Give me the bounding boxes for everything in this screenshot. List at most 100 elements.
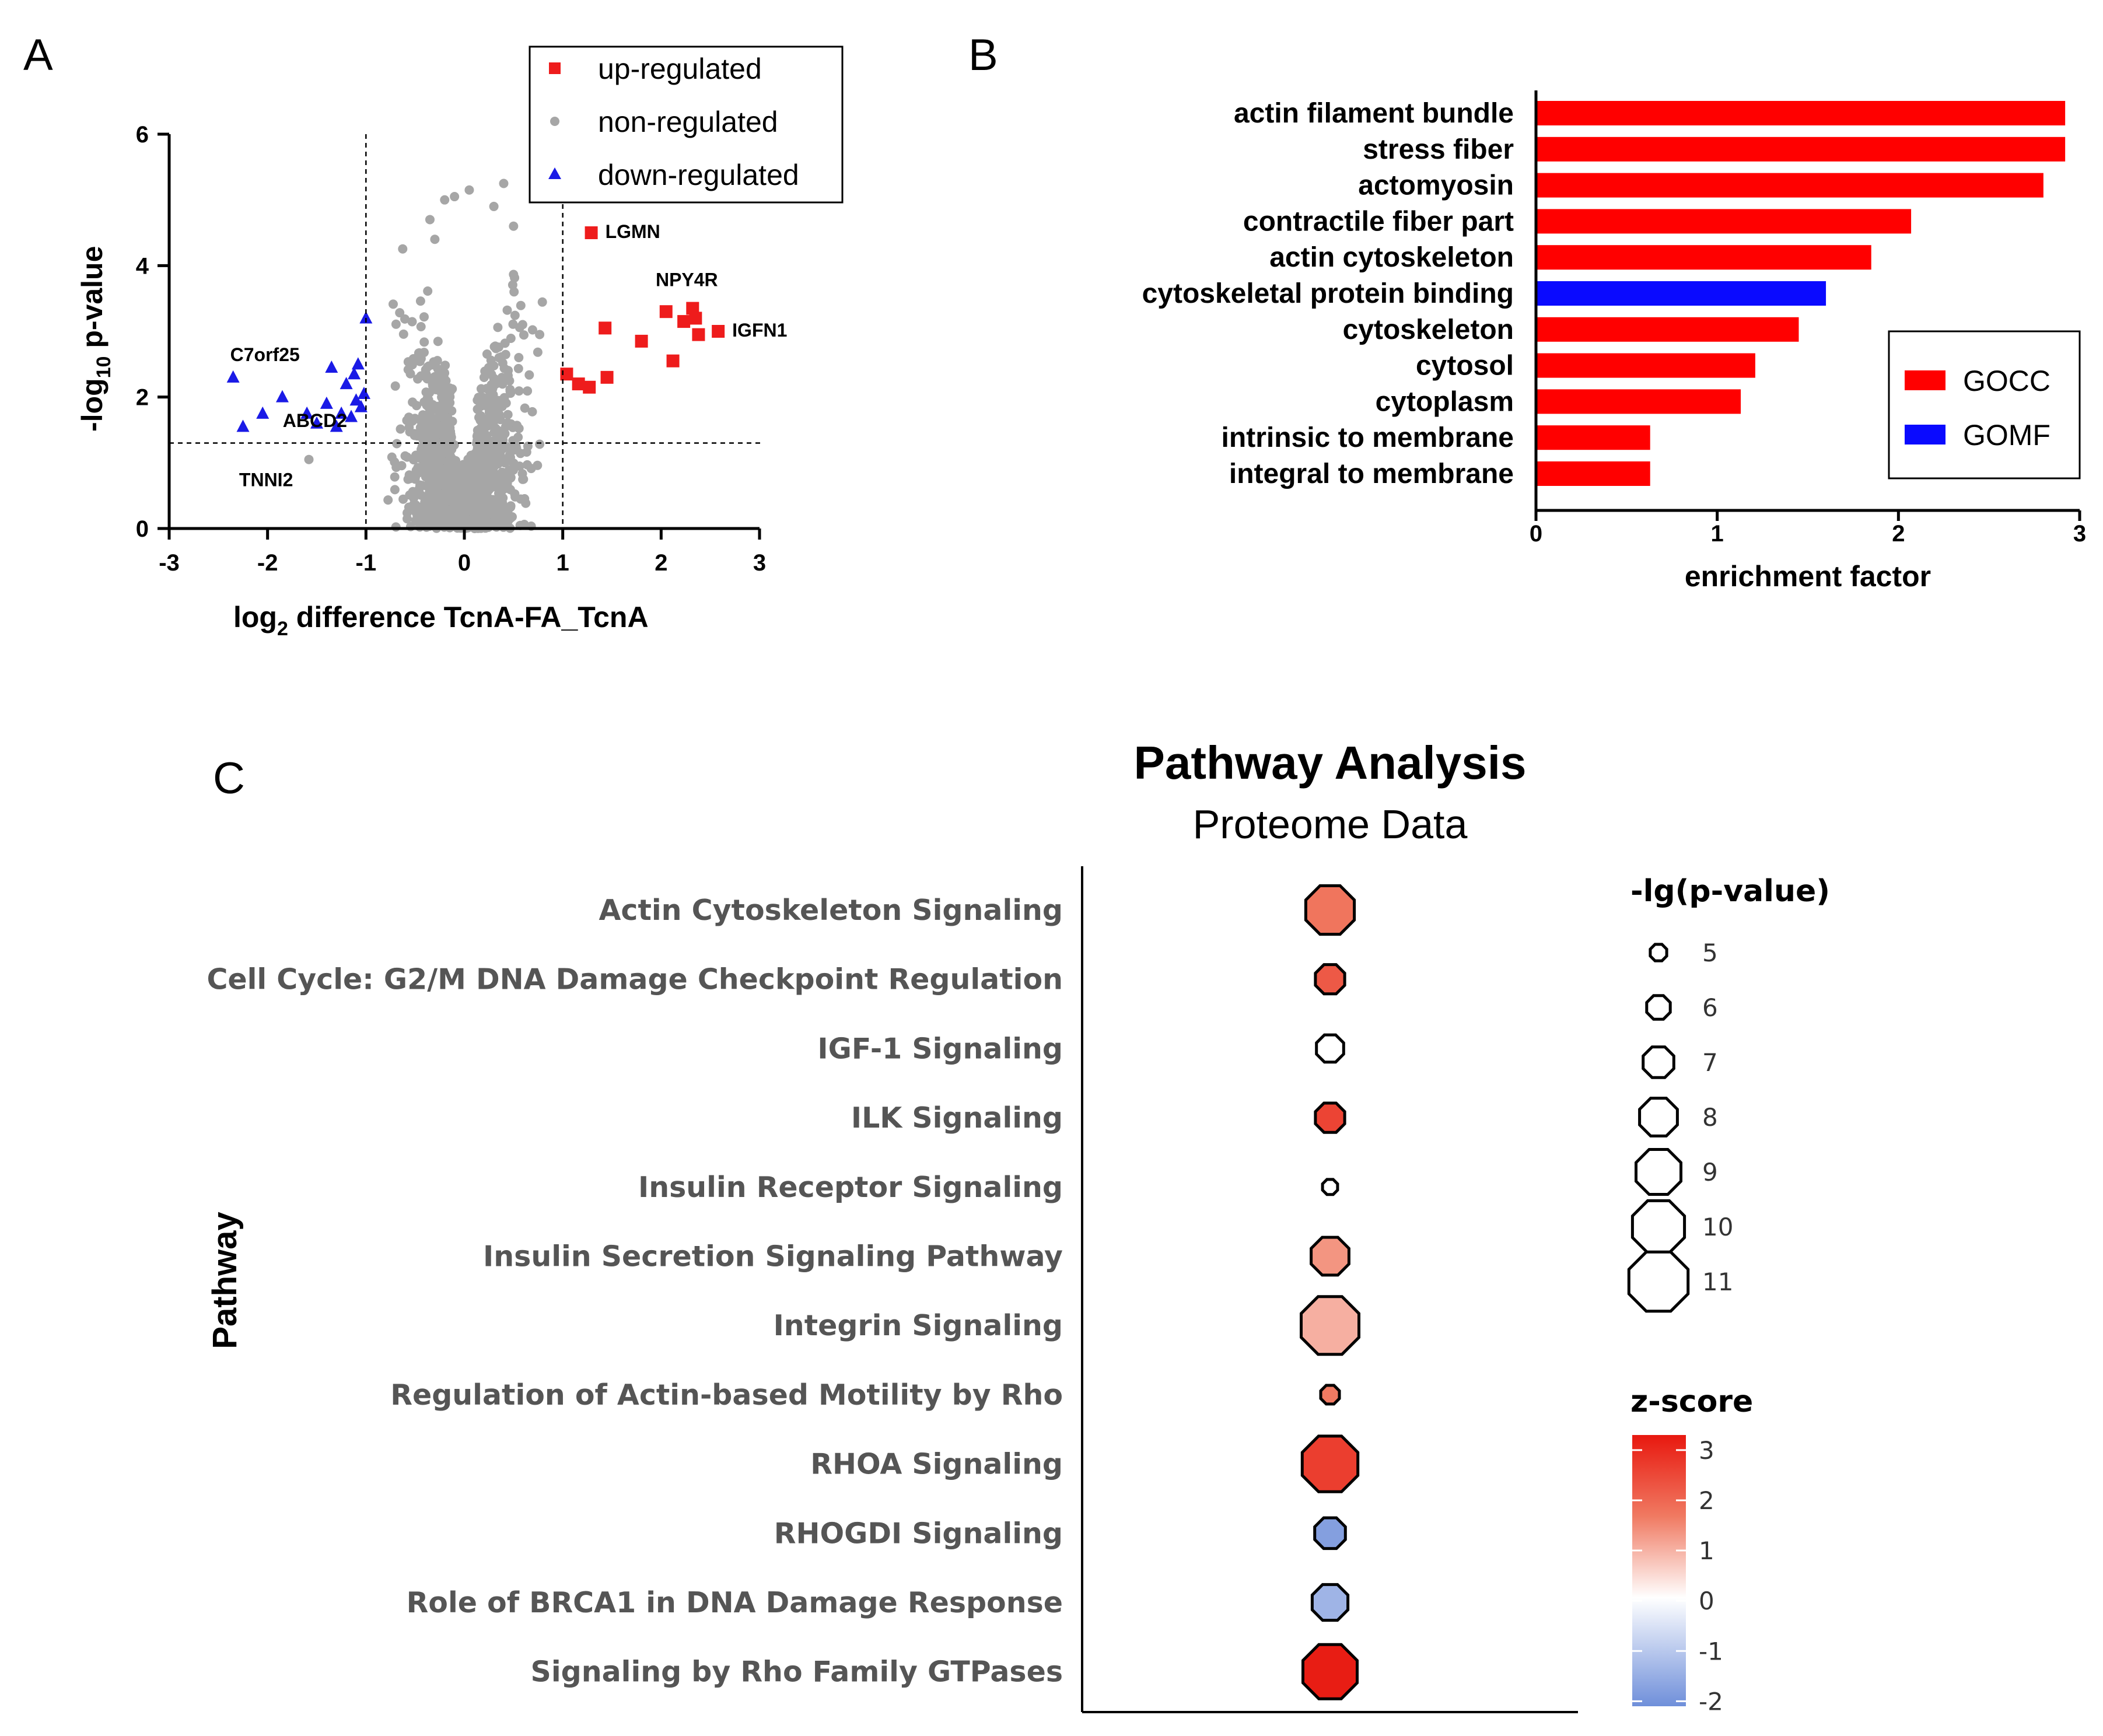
gene-label: C7orf25 <box>230 344 300 365</box>
non-regulated-point <box>423 286 433 296</box>
pathway-label: Regulation of Actin-based Motility by Rh… <box>390 1378 1063 1412</box>
gene-label: LGMN <box>606 221 660 242</box>
non-regulated-point <box>499 363 509 373</box>
non-regulated-point <box>484 407 494 417</box>
non-regulated-point <box>472 457 482 467</box>
up-regulated-point <box>659 305 673 318</box>
x-tick-label: 3 <box>2073 521 2086 547</box>
down-regulated-point <box>330 419 343 432</box>
size-legend-marker <box>1627 1250 1690 1313</box>
x-tick-label: 2 <box>1892 521 1905 547</box>
enrichment-term-label: cytosol <box>1416 351 1514 382</box>
pathway-bubble <box>1301 1643 1359 1700</box>
non-regulated-point <box>424 361 433 371</box>
color-legend-title: z-score <box>1630 1384 1753 1419</box>
non-regulated-point <box>400 451 410 461</box>
non-regulated-point <box>390 472 400 482</box>
size-legend-label: 7 <box>1702 1048 1718 1077</box>
size-legend: 5 6 7 8 9 10 11 <box>1627 939 1733 1313</box>
non-regulated-point <box>395 308 405 318</box>
non-regulated-point <box>473 445 483 455</box>
non-regulated-point <box>304 454 314 464</box>
non-regulated-point <box>391 522 401 532</box>
non-regulated-point <box>520 403 530 413</box>
down-regulated-point <box>340 377 353 390</box>
non-regulated-point <box>535 330 545 340</box>
non-regulated-point <box>424 434 434 444</box>
volcano-legend: up-regulated non-regulated down-regulate… <box>529 46 844 204</box>
enrichment-terms: actin filament bundle stress fiber actomyo… <box>1142 98 1514 489</box>
enrichment-bars <box>1536 101 2066 486</box>
pathway-bubble <box>1304 884 1356 936</box>
non-regulated-point <box>526 464 536 474</box>
up-regulated-point <box>712 325 725 338</box>
gocc-swatch <box>1905 370 1945 390</box>
non-regulated-point <box>414 515 423 525</box>
down-regulated-point <box>349 393 363 406</box>
non-regulated-point <box>475 415 485 425</box>
non-regulated-point <box>408 397 418 407</box>
non-regulated-point <box>518 474 528 484</box>
panel-b: B actin filament bundle stress fiber actom… <box>968 30 2086 593</box>
non-regulated-point <box>436 448 446 458</box>
non-regulated-point <box>509 459 519 468</box>
non-regulated-point <box>407 317 417 327</box>
size-legend-marker <box>1630 1199 1686 1255</box>
gomf-swatch <box>1905 425 1945 444</box>
pathway-label: Signaling by Rho Family GTPases <box>531 1656 1063 1689</box>
colorbar-tick-label: -2 <box>1699 1687 1723 1716</box>
non-regulated-point <box>519 330 529 340</box>
non-regulated-point <box>527 407 537 416</box>
non-regulated-point <box>398 244 408 254</box>
non-regulated-point <box>512 421 522 430</box>
volcano-points <box>226 178 725 533</box>
non-regulated-point <box>509 270 519 279</box>
pathway-label: RHOGDI Signaling <box>774 1517 1063 1550</box>
non-regulated-point <box>466 489 476 499</box>
non-regulated-point <box>468 507 477 517</box>
non-regulated-point <box>502 305 512 315</box>
non-regulated-point <box>415 508 425 517</box>
pathway-label: Insulin Receptor Signaling <box>638 1171 1063 1204</box>
down-regulated-point <box>354 400 368 412</box>
enrichment-term-label: cytoplasm <box>1376 386 1514 417</box>
pathway-label: Integrin Signaling <box>774 1309 1063 1342</box>
non-regulated-point <box>524 370 534 380</box>
size-legend-label: 8 <box>1702 1103 1718 1132</box>
x-tick-label: -3 <box>159 550 180 576</box>
non-regulated-point <box>396 424 405 434</box>
down-regulated-point <box>351 357 365 370</box>
pathway-label: Role of BRCA1 in DNA Damage Response <box>407 1586 1063 1619</box>
non-regulated-point <box>403 508 412 518</box>
non-regulated-point <box>502 481 512 490</box>
pathway-y-label: Pathway <box>206 1212 244 1349</box>
legend-gomf: GOMF <box>1963 419 2050 452</box>
enrichment-ticks: 0 1 2 3 <box>1530 510 2086 547</box>
non-regulated-point <box>494 493 504 503</box>
non-regulated-point <box>449 458 459 467</box>
non-regulated-point <box>474 508 484 517</box>
non-regulated-point <box>523 386 533 396</box>
non-regulated-point <box>482 432 492 442</box>
non-regulated-point <box>422 460 432 470</box>
non-regulated-point <box>454 509 464 519</box>
non-regulated-point <box>415 423 425 432</box>
size-legend-marker <box>1642 1045 1675 1079</box>
up-regulated-point <box>599 321 612 335</box>
pathway-bubble <box>1313 1516 1347 1550</box>
enrichment-bar <box>1536 353 1755 378</box>
non-regulated-point <box>451 519 461 528</box>
legend-down-regulated: down-regulated <box>598 159 799 191</box>
non-regulated-point <box>442 518 452 528</box>
non-regulated-point <box>419 337 429 347</box>
panel-c: C Pathway Analysis Proteome Data Pathway… <box>206 737 1830 1716</box>
non-regulated-point <box>517 320 527 330</box>
non-regulated-point <box>500 338 510 348</box>
panel-c-letter: C <box>213 754 245 803</box>
non-regulated-point <box>473 436 483 446</box>
non-regulated-point <box>442 404 452 414</box>
volcano-legend-box <box>529 46 844 204</box>
x-tick-label: 3 <box>753 550 766 576</box>
non-regulated-point <box>490 436 500 446</box>
pathway-label: Actin Cytoskeleton Signaling <box>599 894 1063 927</box>
